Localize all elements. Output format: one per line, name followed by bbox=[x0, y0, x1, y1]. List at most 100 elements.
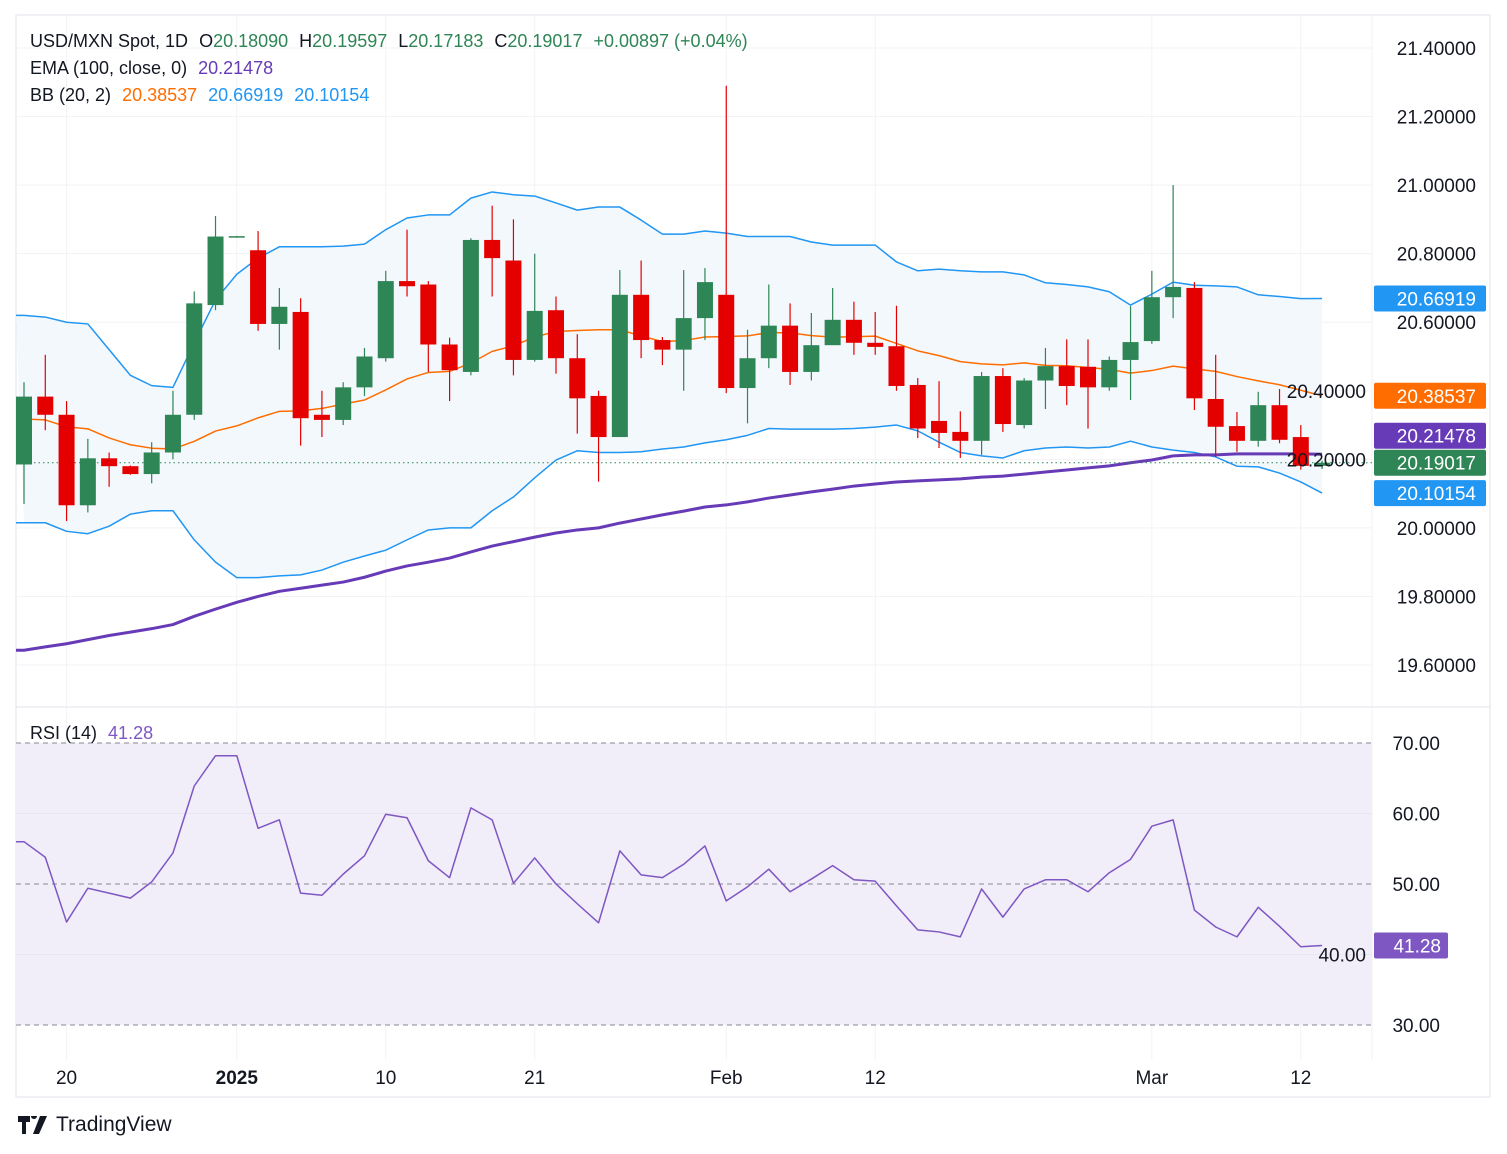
candle-body bbox=[1314, 462, 1331, 466]
bb-label[interactable]: BB (20, 2) bbox=[30, 85, 112, 105]
candle-body bbox=[888, 346, 905, 386]
candle[interactable] bbox=[1143, 270, 1160, 344]
ema-label[interactable]: EMA (100, close, 0) bbox=[30, 58, 188, 78]
candle-body bbox=[207, 236, 224, 306]
change-value: +0.00897 (+0.04%) bbox=[593, 31, 748, 51]
candle[interactable] bbox=[143, 442, 160, 484]
candle[interactable] bbox=[250, 231, 267, 331]
candle[interactable] bbox=[420, 281, 437, 372]
candle[interactable] bbox=[377, 270, 394, 362]
ema-100-line bbox=[16, 452, 1323, 652]
candle[interactable] bbox=[101, 452, 118, 487]
candle[interactable] bbox=[1016, 378, 1033, 429]
candle[interactable] bbox=[505, 219, 522, 376]
candle[interactable] bbox=[37, 354, 54, 431]
candle[interactable] bbox=[58, 401, 75, 522]
candle[interactable] bbox=[1314, 460, 1331, 469]
candle[interactable] bbox=[909, 378, 926, 439]
candle[interactable] bbox=[611, 270, 628, 438]
candle[interactable] bbox=[1165, 185, 1182, 319]
candle-body bbox=[1101, 359, 1118, 388]
candle[interactable] bbox=[675, 270, 692, 391]
candle[interactable] bbox=[441, 337, 458, 402]
candle[interactable] bbox=[399, 229, 416, 297]
candle[interactable] bbox=[1037, 347, 1054, 409]
candle[interactable] bbox=[484, 205, 501, 297]
candle[interactable] bbox=[1058, 339, 1075, 406]
candle[interactable] bbox=[867, 311, 884, 355]
ema-badge-text: 20.21478 bbox=[1397, 427, 1476, 448]
rsi-tick-label: 60.00 bbox=[1392, 805, 1440, 826]
price-tick-label: 20.60000 bbox=[1397, 313, 1476, 334]
candle-body bbox=[1292, 437, 1309, 466]
candle-body bbox=[186, 303, 203, 415]
price-tick-label: 21.00000 bbox=[1397, 176, 1476, 197]
candle[interactable] bbox=[824, 287, 841, 346]
candle[interactable] bbox=[164, 390, 181, 460]
candle[interactable] bbox=[1122, 306, 1139, 401]
candle-body bbox=[1080, 366, 1096, 388]
candle[interactable] bbox=[313, 390, 330, 438]
candle[interactable] bbox=[16, 382, 32, 504]
candle[interactable] bbox=[931, 381, 948, 449]
candle[interactable] bbox=[718, 85, 735, 394]
candle[interactable] bbox=[888, 305, 905, 391]
candle[interactable] bbox=[1080, 339, 1096, 429]
candle-body bbox=[952, 431, 969, 441]
candle[interactable] bbox=[1186, 282, 1203, 410]
candle[interactable] bbox=[228, 235, 245, 238]
candle[interactable] bbox=[994, 368, 1011, 432]
candle-body bbox=[718, 294, 735, 389]
candle[interactable] bbox=[356, 347, 373, 396]
candle[interactable] bbox=[462, 238, 479, 376]
candle[interactable] bbox=[1228, 412, 1245, 452]
candle[interactable] bbox=[590, 390, 607, 482]
candle-body bbox=[760, 325, 777, 359]
tradingview-logo[interactable]: TradingView bbox=[18, 1113, 172, 1137]
candle-body bbox=[58, 414, 75, 506]
candle-body bbox=[909, 384, 926, 429]
symbol-title[interactable]: USD/MXN Spot, 1D bbox=[30, 31, 189, 51]
candle[interactable] bbox=[1250, 391, 1267, 447]
candle-body bbox=[867, 342, 884, 347]
rsi-pane[interactable]: 41.28 bbox=[16, 742, 1448, 1026]
candle[interactable] bbox=[1101, 356, 1118, 391]
candle[interactable] bbox=[739, 329, 756, 424]
ema-legend: EMA (100, close, 0) 20.21478 bbox=[30, 58, 279, 79]
candle[interactable] bbox=[654, 336, 671, 366]
candle[interactable] bbox=[548, 296, 564, 374]
chart-border bbox=[15, 14, 1491, 1098]
bollinger-band-fill bbox=[16, 191, 1323, 578]
candle[interactable] bbox=[782, 303, 799, 385]
time-tick-label: 10 bbox=[375, 1068, 396, 1089]
candle[interactable] bbox=[1271, 389, 1288, 444]
rsi-label[interactable]: RSI (14) bbox=[30, 723, 98, 743]
candle-body bbox=[122, 466, 139, 475]
candle[interactable] bbox=[526, 253, 543, 362]
candles[interactable] bbox=[16, 85, 1331, 522]
candle-body bbox=[526, 310, 543, 360]
candle[interactable] bbox=[1207, 354, 1224, 457]
candle[interactable] bbox=[845, 301, 862, 355]
candle[interactable] bbox=[292, 298, 309, 446]
candle[interactable] bbox=[271, 287, 288, 350]
candle[interactable] bbox=[569, 334, 586, 434]
candle[interactable] bbox=[207, 215, 224, 311]
candle[interactable] bbox=[803, 312, 820, 381]
brand-name: TradingView bbox=[56, 1113, 172, 1136]
candle[interactable] bbox=[952, 411, 969, 458]
price-tick-label: 20.40000 bbox=[1287, 382, 1366, 403]
candle[interactable] bbox=[760, 284, 777, 369]
price-tick-label: 20.00000 bbox=[1397, 519, 1476, 540]
candle[interactable] bbox=[186, 291, 203, 420]
candle[interactable] bbox=[122, 465, 139, 475]
candle[interactable] bbox=[696, 268, 713, 341]
rsi-badge-text: 41.28 bbox=[1393, 936, 1441, 957]
rsi-badge bbox=[1374, 932, 1448, 959]
candle[interactable] bbox=[973, 371, 990, 455]
candle[interactable] bbox=[633, 260, 650, 359]
candle-body bbox=[377, 281, 394, 359]
candle[interactable] bbox=[79, 438, 96, 513]
candle[interactable] bbox=[335, 382, 352, 426]
candle[interactable] bbox=[1292, 425, 1309, 470]
